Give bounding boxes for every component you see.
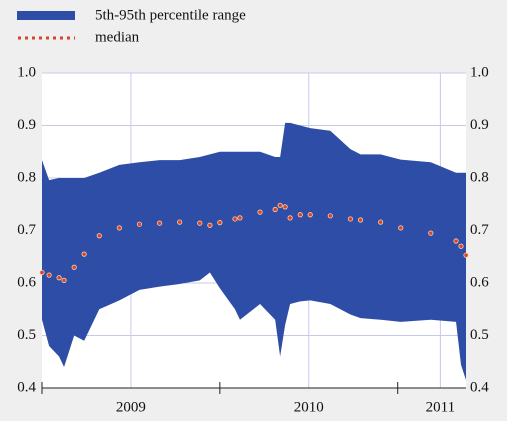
median-dot xyxy=(46,272,52,278)
median-dot xyxy=(282,204,288,210)
y-tick-label: 0.7 xyxy=(17,222,36,238)
y-tick-label: 0.8 xyxy=(17,169,36,185)
median-dot xyxy=(61,277,67,283)
median-dot xyxy=(307,212,313,218)
y2-tick-label: 0.7 xyxy=(470,222,489,238)
median-dot xyxy=(156,220,163,226)
median-dot xyxy=(357,217,364,223)
x-tick-label: 2010 xyxy=(294,399,324,415)
median-dot xyxy=(428,230,434,236)
y-tick-label: 0.6 xyxy=(17,274,36,290)
median-dot xyxy=(197,220,203,226)
median-dot xyxy=(232,216,238,222)
y2-tick-label: 0.9 xyxy=(470,117,489,133)
y2-tick-label: 0.4 xyxy=(470,379,489,395)
median-dot xyxy=(287,215,293,221)
y2-tick-label: 0.6 xyxy=(470,274,489,290)
median-dot xyxy=(39,269,45,276)
median-dot xyxy=(217,220,223,226)
y2-tick-label: 0.8 xyxy=(470,169,489,185)
percentile-band xyxy=(42,122,466,381)
y2-tick-label: 1.0 xyxy=(470,64,489,80)
median-dot xyxy=(96,233,102,239)
median-dot xyxy=(81,251,87,257)
y-tick-label: 0.4 xyxy=(17,379,36,395)
median-dot xyxy=(347,216,353,222)
median-dot xyxy=(257,209,263,215)
median-dot xyxy=(56,275,62,281)
median-dot xyxy=(177,219,183,225)
median-dot xyxy=(398,225,404,231)
legend-label: median xyxy=(95,29,140,45)
median-dot xyxy=(458,243,464,249)
median-dot xyxy=(297,212,303,218)
median-dot xyxy=(71,264,77,270)
y-tick-label: 0.9 xyxy=(17,117,36,133)
median-dot xyxy=(378,219,384,225)
y-tick-label: 1.0 xyxy=(17,64,36,80)
x-tick-label: 2011 xyxy=(426,399,455,415)
median-dot xyxy=(116,225,122,231)
x-tick-label: 2009 xyxy=(116,399,146,415)
median-dot xyxy=(463,252,469,258)
legend-label: 5th-95th percentile range xyxy=(95,7,246,23)
median-dot xyxy=(453,238,459,244)
y2-tick-label: 0.5 xyxy=(470,327,489,343)
median-dot xyxy=(207,222,213,228)
median-dot xyxy=(272,206,278,213)
legend-swatch xyxy=(17,11,75,20)
median-dot xyxy=(136,221,143,227)
median-dot xyxy=(277,202,283,208)
median-dot xyxy=(327,213,333,219)
median-dot xyxy=(237,215,243,221)
y-tick-label: 0.5 xyxy=(17,327,36,343)
